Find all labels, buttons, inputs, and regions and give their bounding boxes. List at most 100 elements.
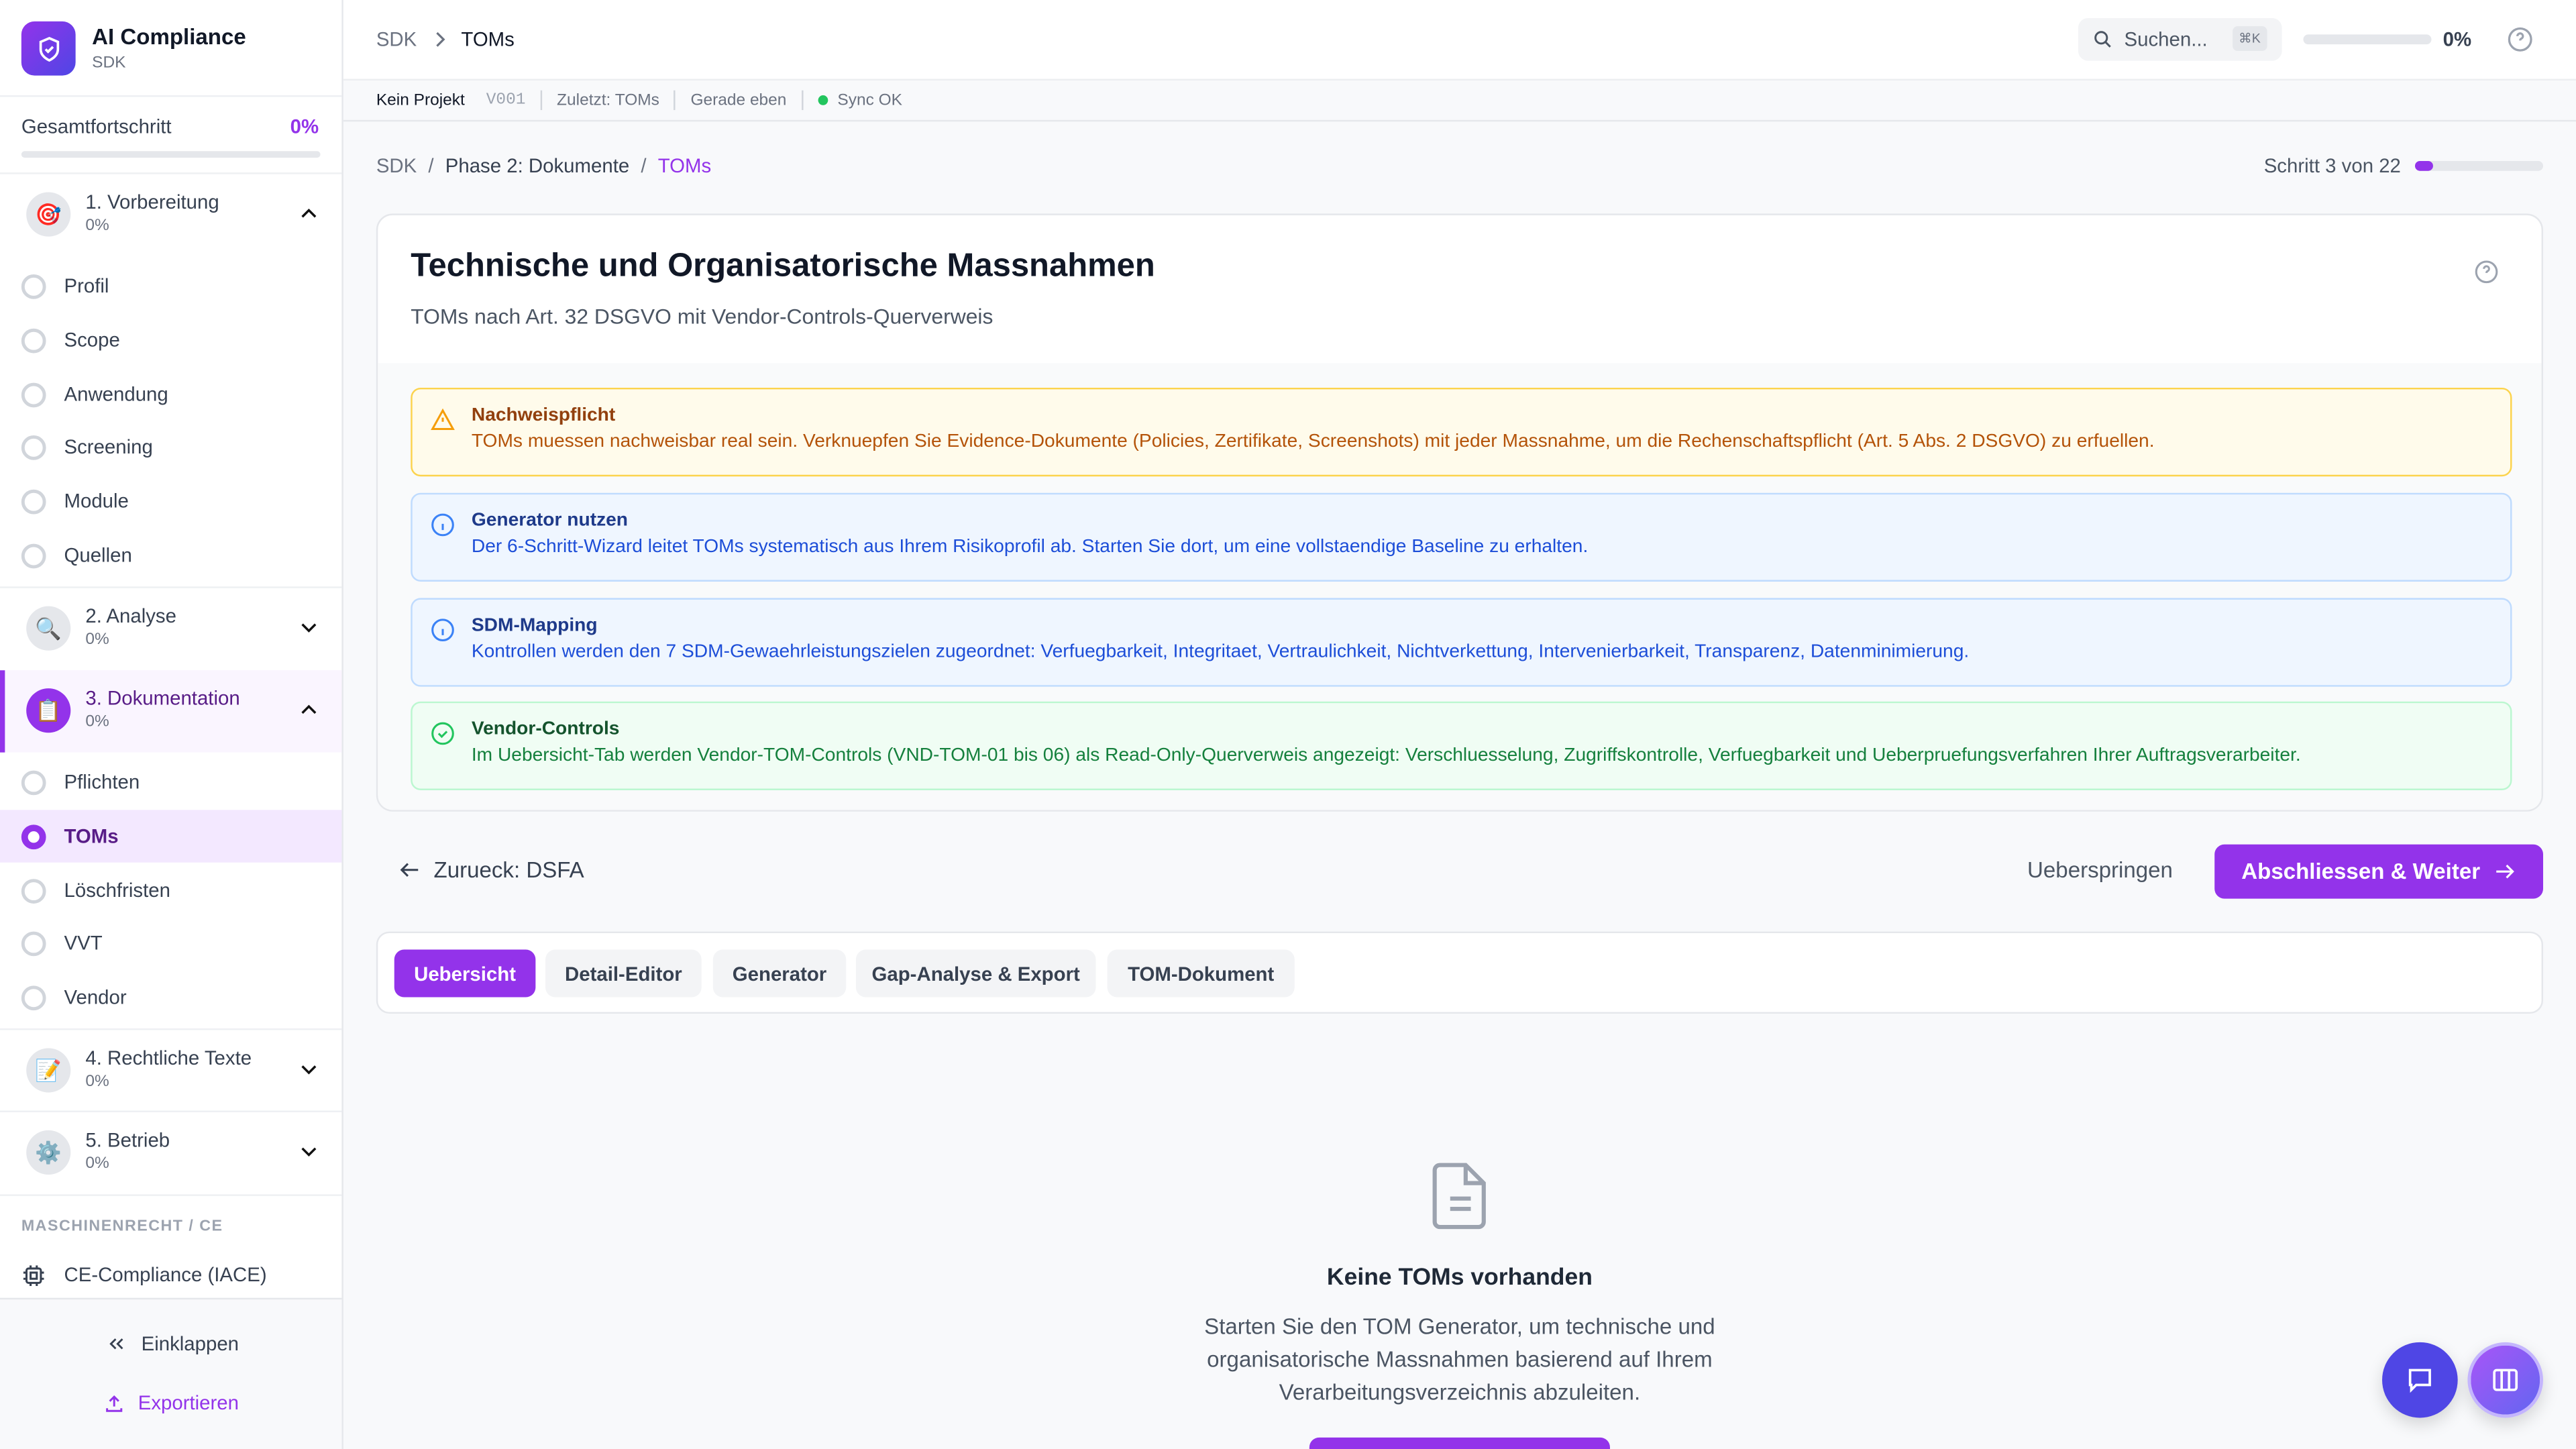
chat-button[interactable] [2382, 1342, 2458, 1418]
step-profil[interactable]: Profil [0, 260, 341, 312]
clipboard-icon: 📋 [26, 688, 71, 733]
page-title: Technische und Organisatorische Massnahm… [411, 248, 1155, 284]
help-icon[interactable] [2474, 260, 2499, 284]
breadcrumb-root[interactable]: SDK [376, 28, 417, 51]
breadcrumb-item[interactable]: Phase 2: Dokumente [445, 154, 630, 178]
step-status-icon [21, 930, 46, 956]
arrow-left-icon [400, 863, 419, 877]
empty-text-line: Verarbeitungsverzeichnis abzuleiten. [1279, 1380, 1641, 1405]
target-icon: 🎯 [26, 192, 71, 237]
complete-next-button[interactable]: Abschliessen & Weiter [2214, 844, 2544, 899]
step-toms[interactable]: TOMs [0, 810, 342, 863]
chevron-down-icon [301, 1065, 317, 1075]
sidebar-item-label: CE-Compliance (IACE) [64, 1263, 267, 1287]
phase-progress: 0% [85, 217, 109, 235]
tab-gap-analyse-export[interactable]: Gap-Analyse & Export [855, 949, 1096, 998]
sync-status-dot [817, 95, 828, 105]
step-status-icon [21, 543, 46, 568]
status-bar: Kein Projekt V001 Zuletzt: TOMs Gerade e… [343, 80, 2576, 122]
step-status-icon [21, 382, 46, 407]
chevrons-left-icon [109, 1338, 123, 1350]
step-vvt[interactable]: VVT [0, 917, 341, 969]
step-anwendung[interactable]: Anwendung [0, 368, 341, 421]
empty-state-title: Keine TOMs vorhanden [1326, 1265, 1593, 1291]
breadcrumb-current: TOMs [461, 28, 515, 51]
empty-text-line: Starten Sie den TOM Generator, um techni… [1204, 1314, 1715, 1339]
divider [540, 90, 543, 111]
step-label: Module [64, 489, 129, 513]
step-progress-fill [2415, 161, 2432, 171]
arrow-right-icon [2496, 864, 2514, 879]
chip-icon [23, 1265, 44, 1285]
collapse-button[interactable]: Einklappen [105, 1332, 239, 1355]
divider [0, 1110, 342, 1112]
breadcrumb-item[interactable]: SDK [376, 154, 417, 178]
step-loeschfristen[interactable]: Löschfristen [0, 864, 341, 916]
columns-panel-button[interactable] [2467, 1342, 2544, 1418]
header-progress-bar [2303, 34, 2432, 45]
back-label: Zurueck: DSFA [433, 857, 584, 883]
step-vendor[interactable]: Vendor [0, 971, 341, 1023]
step-status-icon [21, 877, 46, 903]
phase-analyse[interactable]: 🔍 2. Analyse 0% [0, 588, 341, 670]
sidebar-item-ce-compliance[interactable]: CE-Compliance (IACE) [21, 1258, 267, 1291]
alert-title: SDM-Mapping [471, 616, 598, 636]
back-button[interactable]: Zurueck: DSFA [398, 857, 584, 882]
phase-progress: 0% [85, 1155, 109, 1173]
search-input[interactable]: Suchen... ⌘K [2078, 17, 2282, 61]
overall-progress-label: Gesamtfortschritt [21, 115, 172, 138]
step-label: TOMs [64, 824, 119, 848]
search-icon [2094, 31, 2111, 48]
step-quellen[interactable]: Quellen [0, 529, 341, 582]
next-label: Abschliessen & Weiter [2241, 859, 2481, 884]
step-module[interactable]: Module [0, 475, 341, 527]
step-status-icon [21, 488, 46, 514]
section-label: MASCHINENRECHT / CE [21, 1217, 223, 1236]
alert-title: Vendor-Controls [471, 719, 620, 740]
step-label: Anwendung [64, 382, 168, 406]
phase-label: 3. Dokumentation [85, 686, 240, 710]
alert-text: Im Uebersicht-Tab werden Vendor-TOM-Cont… [471, 745, 2301, 766]
check-circle-icon [431, 722, 454, 745]
phase-dokumentation[interactable]: 📋 3. Dokumentation 0% [0, 670, 342, 753]
step-screening[interactable]: Screening [0, 421, 341, 473]
step-label: Scope [64, 328, 120, 352]
search-shortcut: ⌘K [2232, 26, 2267, 51]
app-logo [21, 21, 76, 76]
skip-button[interactable]: Ueberspringen [2027, 857, 2173, 883]
phase-betrieb[interactable]: ⚙️ 5. Betrieb 0% [0, 1112, 341, 1194]
step-status-icon [21, 985, 46, 1010]
phase-rechtliche-texte[interactable]: 📝 4. Rechtliche Texte 0% [0, 1030, 341, 1112]
step-current-icon [21, 824, 46, 849]
step-label: Quellen [64, 543, 132, 567]
top-header: SDK TOMs Suchen... ⌘K 0% [343, 0, 2576, 81]
step-card: Technische und Organisatorische Massnahm… [376, 213, 2544, 812]
step-pflichten[interactable]: Pflichten [0, 756, 341, 808]
page-subtitle: TOMs nach Art. 32 DSGVO mit Vendor-Contr… [411, 304, 994, 329]
shield-check-icon [38, 36, 58, 61]
step-label: Pflichten [64, 770, 140, 794]
alert-vendor-controls: Vendor-Controls Im Uebersicht-Tab werden… [411, 701, 2512, 790]
collapse-label: Einklappen [141, 1332, 239, 1356]
breadcrumb-separator: / [428, 154, 434, 178]
tab-uebersicht[interactable]: Uebersicht [394, 949, 536, 998]
tab-tom-dokument[interactable]: TOM-Dokument [1107, 949, 1295, 998]
empty-text-line: organisatorische Massnahmen basierend au… [1207, 1347, 1713, 1372]
info-icon [431, 619, 454, 642]
chat-icon [2408, 1368, 2431, 1393]
document-icon [1432, 1163, 1486, 1230]
start-generator-button[interactable] [1309, 1437, 1611, 1449]
project-name[interactable]: Kein Projekt [376, 91, 465, 109]
alert-title: Nachweispflicht [471, 405, 616, 426]
tab-generator[interactable]: Generator [712, 949, 847, 998]
phase-vorbereitung[interactable]: 🎯 1. Vorbereitung 0% [0, 174, 341, 256]
tab-detail-editor[interactable]: Detail-Editor [545, 949, 702, 998]
chevron-down-icon [301, 1147, 317, 1157]
phase-progress: 0% [85, 712, 109, 731]
step-label: VVT [64, 931, 103, 955]
step-scope[interactable]: Scope [0, 314, 341, 366]
last-step: Zuletzt: TOMs [557, 91, 659, 109]
export-button[interactable]: Exportieren [103, 1391, 239, 1415]
help-icon[interactable] [2507, 26, 2533, 52]
alert-text: Der 6-Schritt-Wizard leitet TOMs systema… [471, 537, 1589, 557]
